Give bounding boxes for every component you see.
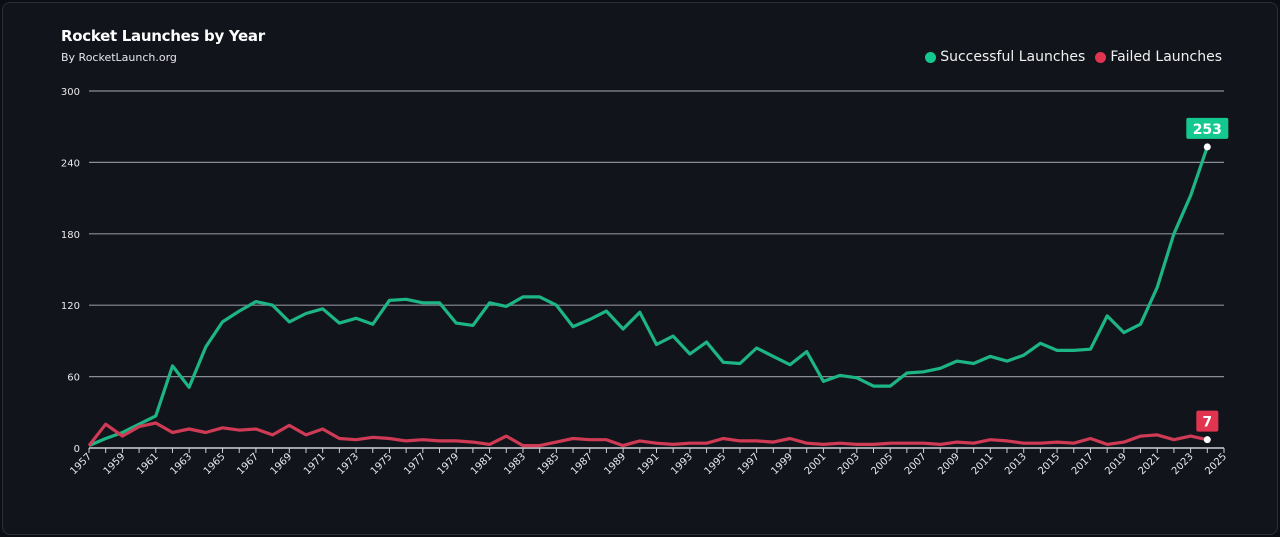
x-tick-label: 2011	[970, 451, 996, 477]
x-tick-label: 1963	[168, 451, 194, 477]
x-tick-label: 1959	[102, 451, 128, 477]
x-tick-label: 1989	[602, 451, 628, 477]
legend-dot-failed-icon	[1095, 51, 1107, 63]
y-tick-label: 120	[61, 301, 80, 312]
legend-label-failed: Failed Launches	[1110, 49, 1222, 65]
y-tick-label: 60	[67, 373, 80, 384]
end-point-marker	[1203, 436, 1211, 444]
end-label-box	[1196, 410, 1219, 432]
x-tick-label: 2001	[803, 451, 829, 477]
x-tick-label: 1973	[335, 451, 361, 477]
x-tick-label: 2005	[870, 451, 896, 477]
x-tick-label: 1985	[536, 451, 562, 477]
end-point-marker	[1203, 143, 1211, 151]
x-tick-label: 1993	[669, 451, 695, 477]
x-tick-label: 1965	[202, 451, 228, 477]
y-tick-label: 240	[61, 158, 80, 169]
x-tick-label: 2007	[903, 451, 929, 477]
legend-dot-successful-icon	[925, 51, 937, 63]
legend-item-failed[interactable]: Failed Launches	[1095, 49, 1222, 65]
x-tick-label: 1997	[736, 451, 762, 477]
x-tick-label: 1975	[369, 451, 395, 477]
x-tick-label: 2009	[936, 451, 962, 477]
end-value-label: 7	[1202, 415, 1212, 431]
series-line-successful	[88, 146, 1209, 448]
y-tick-label: 300	[61, 87, 80, 98]
x-tick-label: 1987	[569, 451, 595, 477]
x-tick-label: 1999	[769, 451, 795, 477]
x-tick-label: 1957	[68, 451, 94, 477]
y-tick-label: 0	[74, 444, 80, 455]
x-tick-label: 1995	[703, 451, 729, 477]
x-tick-label: 2017	[1070, 451, 1096, 477]
end-value-label: 253	[1193, 122, 1222, 138]
x-tick-label: 2015	[1036, 451, 1062, 477]
series-line-failed	[87, 421, 1208, 448]
x-tick-label: 2021	[1137, 451, 1163, 477]
end-label-box	[1186, 117, 1229, 139]
x-tick-label: 1969	[269, 451, 295, 477]
x-tick-label: 1961	[135, 451, 161, 477]
x-tick-label: 1983	[502, 451, 528, 477]
legend-label-successful: Successful Launches	[940, 49, 1086, 65]
legend: Successful Launches Failed Launches	[925, 49, 1222, 65]
x-tick-label: 1991	[636, 451, 662, 477]
chart-subtitle: By RocketLaunch.org	[61, 51, 177, 64]
x-tick-label: 2019	[1103, 451, 1129, 477]
x-tick-label: 1967	[235, 451, 261, 477]
x-tick-label: 1979	[436, 451, 462, 477]
x-tick-label: 1971	[302, 451, 328, 477]
x-tick-label: 2025	[1203, 451, 1229, 477]
y-tick-label: 180	[61, 230, 80, 241]
x-tick-label: 2003	[836, 451, 862, 477]
legend-item-successful[interactable]: Successful Launches	[925, 49, 1085, 65]
chart-title: Rocket Launches by Year	[61, 27, 265, 45]
x-tick-label: 2013	[1003, 451, 1029, 477]
x-tick-label: 1981	[469, 451, 495, 477]
x-tick-label: 1977	[402, 451, 428, 477]
x-tick-label: 2023	[1170, 451, 1196, 477]
